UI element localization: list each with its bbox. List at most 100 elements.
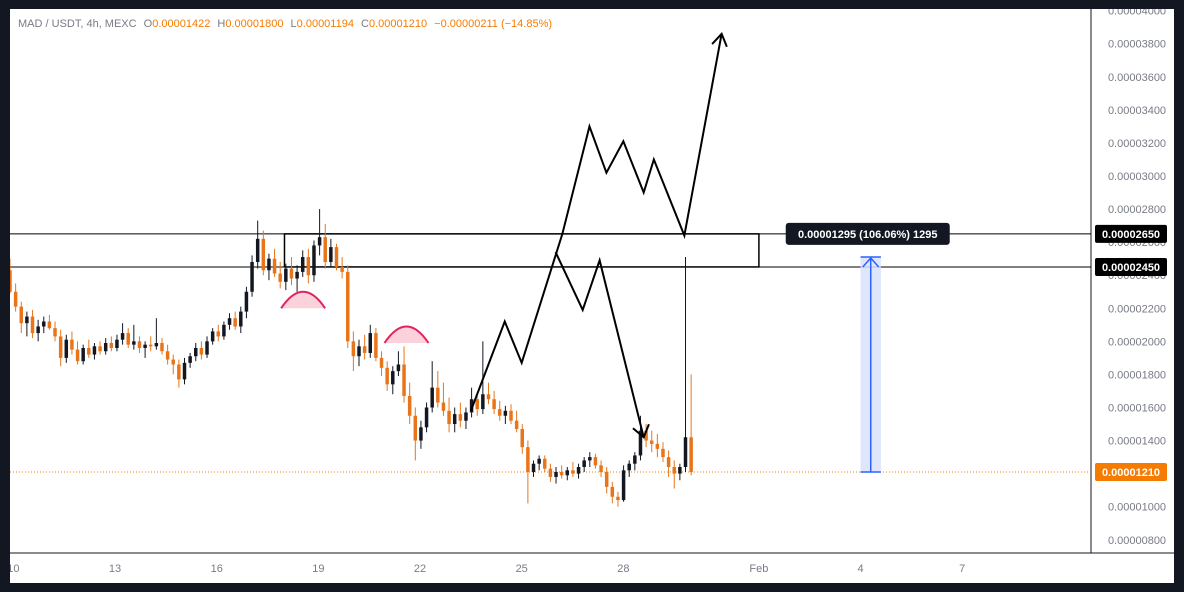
candle-body[interactable] <box>565 470 570 476</box>
candle-body[interactable] <box>627 463 631 471</box>
candle-body[interactable] <box>120 333 125 340</box>
candle-body[interactable] <box>554 471 558 477</box>
candle-body[interactable] <box>368 333 373 353</box>
candle-body[interactable] <box>497 409 502 416</box>
candle-body[interactable] <box>531 463 536 472</box>
candle-body[interactable] <box>582 460 586 468</box>
candle-body[interactable] <box>441 402 446 411</box>
candle-body[interactable] <box>272 258 277 274</box>
candle-body[interactable] <box>526 447 530 472</box>
resistance-zone-box[interactable] <box>283 233 760 268</box>
candle-body[interactable] <box>233 318 237 327</box>
candle-body[interactable] <box>171 359 175 365</box>
candle-body[interactable] <box>250 261 254 292</box>
candle-body[interactable] <box>92 346 97 355</box>
candle-body[interactable] <box>469 399 474 413</box>
candle-body[interactable] <box>374 333 378 358</box>
candle-body[interactable] <box>655 443 660 449</box>
candle-body[interactable] <box>323 237 327 262</box>
candle-body[interactable] <box>340 266 344 272</box>
candle-body[interactable] <box>115 339 119 348</box>
candle-body[interactable] <box>543 458 547 469</box>
candle-body[interactable] <box>64 339 69 358</box>
candle-body[interactable] <box>188 356 192 363</box>
candle-body[interactable] <box>666 457 671 468</box>
candle-body[interactable] <box>30 316 35 334</box>
candle-body[interactable] <box>616 496 620 501</box>
candle-body[interactable] <box>148 344 153 347</box>
candle-body[interactable] <box>424 407 429 428</box>
candle-body[interactable] <box>571 470 575 474</box>
candle-body[interactable] <box>362 346 367 353</box>
candle-body[interactable] <box>227 318 232 325</box>
candle-body[interactable] <box>13 291 18 307</box>
candle-body[interactable] <box>447 410 451 425</box>
candle-body[interactable] <box>678 467 682 474</box>
candle-body[interactable] <box>649 440 654 444</box>
candle-body[interactable] <box>42 321 46 327</box>
candle-body[interactable] <box>312 245 316 276</box>
candle-body[interactable] <box>672 467 676 474</box>
pivot-arc[interactable] <box>383 325 430 344</box>
candle-body[interactable] <box>464 412 468 421</box>
candle-body[interactable] <box>109 343 114 348</box>
candle-body[interactable] <box>103 343 108 352</box>
candle-body[interactable] <box>239 311 243 327</box>
candle-body[interactable] <box>509 410 513 421</box>
candle-body[interactable] <box>520 428 525 448</box>
candle-body[interactable] <box>503 410 508 416</box>
candle-body[interactable] <box>278 273 282 282</box>
candle-body[interactable] <box>70 339 74 350</box>
candle-body[interactable] <box>559 471 564 476</box>
candle-body[interactable] <box>289 268 294 279</box>
candle-body[interactable] <box>452 414 457 425</box>
candle-body[interactable] <box>244 291 249 312</box>
candle-body[interactable] <box>98 346 102 352</box>
candle-body[interactable] <box>436 387 440 403</box>
candle-body[interactable] <box>58 336 63 358</box>
candle-body[interactable] <box>19 306 24 324</box>
candle-body[interactable] <box>396 364 401 372</box>
candle-body[interactable] <box>165 351 170 360</box>
candle-body[interactable] <box>182 362 187 380</box>
candle-body[interactable] <box>593 457 598 466</box>
candle-body[interactable] <box>351 341 356 357</box>
candle-body[interactable] <box>87 347 91 355</box>
candle-body[interactable] <box>486 394 491 400</box>
candle-body[interactable] <box>430 387 434 408</box>
candle-body[interactable] <box>216 331 221 337</box>
candle-body[interactable] <box>407 395 412 416</box>
candle-body[interactable] <box>576 467 581 474</box>
candle-body[interactable] <box>683 437 688 468</box>
candle-body[interactable] <box>621 470 626 501</box>
candle-body[interactable] <box>689 437 693 472</box>
candle-body[interactable] <box>154 343 159 347</box>
candle-body[interactable] <box>413 415 418 441</box>
candle-body[interactable] <box>284 268 288 282</box>
candle-body[interactable] <box>75 349 80 362</box>
candle-body[interactable] <box>661 448 665 458</box>
candle-body[interactable] <box>537 458 541 464</box>
candle-body[interactable] <box>419 427 423 441</box>
candle-body[interactable] <box>610 486 615 497</box>
candle-body[interactable] <box>458 414 463 421</box>
candle-body[interactable] <box>402 364 406 396</box>
candle-body[interactable] <box>267 258 271 271</box>
candle-body[interactable] <box>137 341 142 348</box>
candle-body[interactable] <box>481 394 485 410</box>
candle-body[interactable] <box>132 341 136 345</box>
candle-body[interactable] <box>81 347 85 362</box>
candle-body[interactable] <box>329 247 333 262</box>
candle-body[interactable] <box>306 257 311 276</box>
candle-body[interactable] <box>53 328 57 337</box>
projection-path-down[interactable] <box>554 251 645 438</box>
projection-path-up[interactable] <box>469 33 723 412</box>
candle-body[interactable] <box>160 343 164 352</box>
candle-body[interactable] <box>334 247 339 267</box>
candle-body[interactable] <box>126 333 130 345</box>
candle-body[interactable] <box>143 344 147 348</box>
pivot-arc[interactable] <box>280 290 326 309</box>
candle-body[interactable] <box>317 237 322 246</box>
candle-body[interactable] <box>644 430 648 441</box>
